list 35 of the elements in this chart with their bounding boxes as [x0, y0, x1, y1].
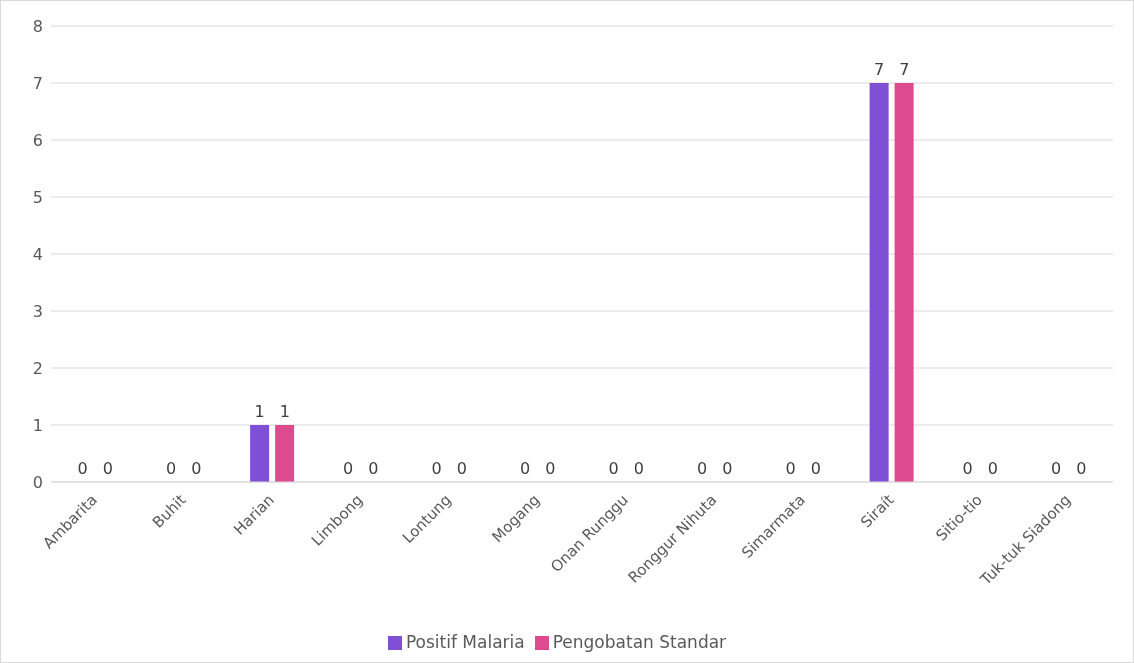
data-label: 0 — [166, 459, 177, 478]
data-label: 0 — [785, 459, 796, 478]
y-tick-label: 6 — [32, 130, 43, 150]
data-label: 0 — [368, 459, 379, 478]
data-label: 7 — [874, 60, 885, 79]
y-tick-label: 2 — [32, 358, 43, 378]
data-label: 0 — [962, 459, 973, 478]
data-label: 1 — [279, 402, 290, 421]
data-label: 0 — [722, 459, 733, 478]
data-label: 0 — [810, 459, 821, 478]
data-label: 0 — [633, 459, 644, 478]
y-tick-label: 1 — [32, 415, 43, 435]
data-label: 0 — [987, 459, 998, 478]
y-tick-label: 0 — [32, 472, 43, 492]
data-label: 0 — [545, 459, 556, 478]
data-label: 0 — [191, 459, 202, 478]
data-label: 0 — [456, 459, 467, 478]
data-label: 0 — [77, 459, 88, 478]
data-label: 0 — [608, 459, 619, 478]
data-label: 7 — [899, 60, 910, 79]
y-tick-label: 8 — [32, 16, 43, 36]
legend-label: Pengobatan Standar — [552, 632, 727, 652]
data-label: 0 — [1076, 459, 1087, 478]
data-label: 0 — [1051, 459, 1062, 478]
data-label: 0 — [431, 459, 442, 478]
legend-label: Positif Malaria — [405, 632, 525, 652]
data-label: 0 — [343, 459, 354, 478]
data-label: 0 — [102, 459, 113, 478]
y-tick-label: 4 — [32, 244, 43, 264]
data-label: 0 — [697, 459, 708, 478]
y-tick-label: 3 — [32, 301, 43, 321]
data-label: 1 — [254, 402, 265, 421]
data-label: 0 — [520, 459, 531, 478]
y-tick-label: 7 — [32, 73, 43, 93]
y-tick-label: 5 — [32, 187, 43, 207]
